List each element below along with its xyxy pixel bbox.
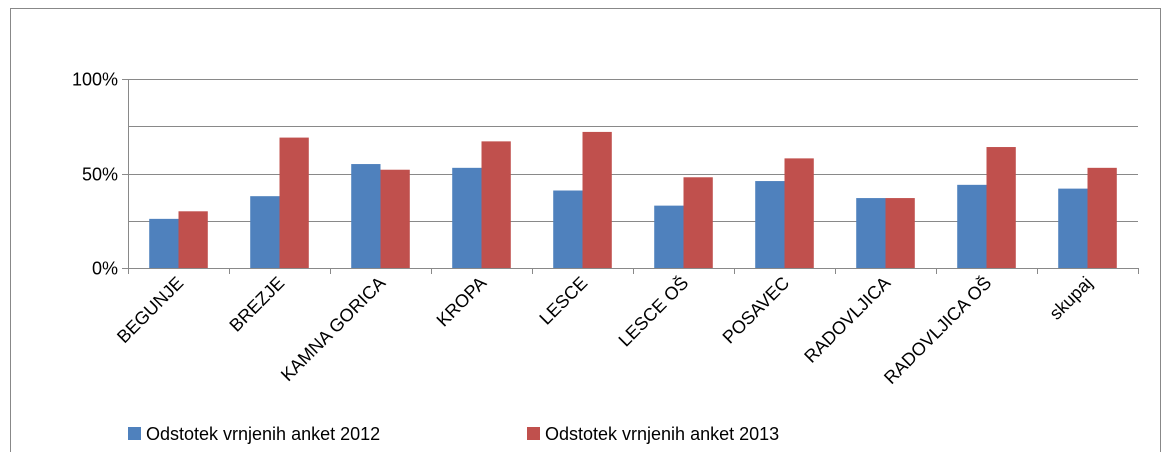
bar bbox=[784, 158, 814, 268]
y-tick-label: 50% bbox=[82, 165, 118, 185]
bar bbox=[1058, 188, 1088, 268]
bar bbox=[452, 167, 482, 268]
legend-label: Odstotek vrnjenih anket 2013 bbox=[545, 424, 779, 444]
bar bbox=[856, 198, 886, 268]
bar bbox=[885, 198, 915, 268]
bar bbox=[683, 177, 713, 268]
bar bbox=[279, 137, 309, 268]
bar bbox=[149, 218, 179, 268]
bar bbox=[582, 131, 612, 268]
bar bbox=[957, 184, 987, 268]
bar bbox=[755, 181, 785, 268]
bar bbox=[986, 147, 1016, 268]
bar bbox=[1087, 167, 1117, 268]
legend-swatch bbox=[527, 427, 540, 440]
bar bbox=[481, 141, 511, 268]
legend-label: Odstotek vrnjenih anket 2012 bbox=[146, 424, 380, 444]
bar bbox=[553, 190, 583, 268]
y-tick-label: 0% bbox=[92, 259, 118, 279]
bar bbox=[351, 164, 381, 268]
bar bbox=[380, 169, 410, 268]
bar bbox=[654, 205, 684, 268]
legend-swatch bbox=[128, 427, 141, 440]
bar bbox=[178, 211, 208, 268]
bar bbox=[250, 196, 280, 268]
y-tick-label: 100% bbox=[72, 70, 118, 90]
